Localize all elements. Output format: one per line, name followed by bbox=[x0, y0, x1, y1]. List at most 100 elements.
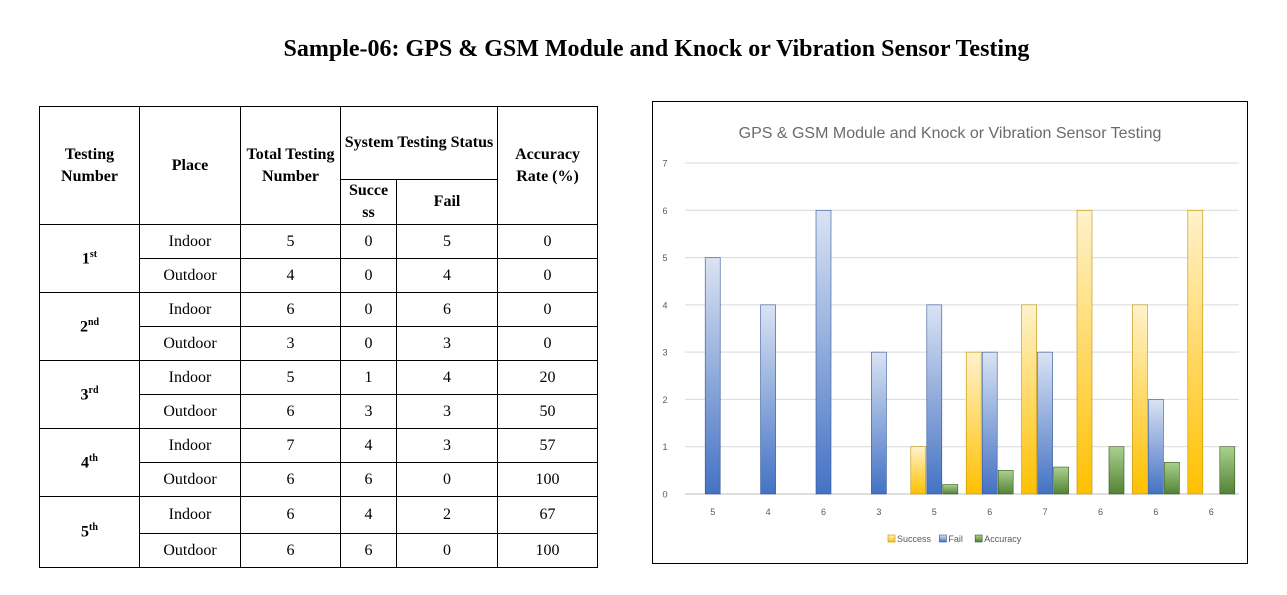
accuracy-cell: 50 bbox=[497, 394, 599, 429]
success-cell: 4 bbox=[340, 496, 397, 534]
fail-cell: 4 bbox=[395, 258, 499, 293]
total-cell: 5 bbox=[240, 224, 341, 259]
success-bar bbox=[1187, 209, 1204, 495]
header-total-testing-number: Total Testing Number bbox=[240, 106, 341, 225]
place-cell: Outdoor bbox=[139, 462, 241, 497]
y-tick-label: 1 bbox=[662, 442, 667, 452]
x-tick-label: 6 bbox=[1098, 507, 1103, 517]
testing-number-suffix: nd bbox=[87, 316, 100, 328]
table-row: 4th Indoor 7 4 3 57 bbox=[39, 428, 599, 497]
testing-number: 4 bbox=[81, 454, 90, 472]
place-cell: Outdoor bbox=[139, 533, 241, 568]
x-tick-label: 7 bbox=[1043, 507, 1048, 517]
header-success: Succe ss bbox=[340, 179, 397, 225]
success-bar bbox=[1021, 304, 1037, 495]
place-cell: Indoor bbox=[139, 496, 241, 534]
accuracy-cell: 0 bbox=[497, 224, 599, 259]
bar-chart: GPS & GSM Module and Knock or Vibration … bbox=[662, 125, 1239, 544]
page-title: Sample-06: GPS & GSM Module and Knock or… bbox=[283, 36, 1030, 62]
testing-number: 5 bbox=[81, 523, 90, 541]
header-system-testing-status: System Testing Status bbox=[339, 106, 499, 180]
testing-number-cell: 5th bbox=[39, 496, 140, 568]
legend-label-success: Success bbox=[897, 534, 932, 544]
testing-number-suffix: st bbox=[89, 248, 98, 260]
header-fail: Fail bbox=[395, 179, 499, 225]
x-tick-label: 6 bbox=[1209, 507, 1214, 517]
chart-title: GPS & GSM Module and Knock or Vibration … bbox=[739, 125, 1162, 142]
table-row: 3rd Indoor 5 1 4 20 bbox=[39, 360, 599, 429]
fail-cell: 3 bbox=[395, 326, 499, 361]
fail-bar bbox=[704, 257, 721, 495]
fail-cell: 2 bbox=[395, 496, 499, 534]
fail-cell: 0 bbox=[395, 462, 499, 497]
testing-number: 2 bbox=[79, 318, 88, 336]
chart-frame: GPS & GSM Module and Knock or Vibration … bbox=[652, 101, 1248, 564]
y-tick-label: 7 bbox=[662, 159, 667, 169]
accuracy-bar bbox=[1219, 446, 1236, 495]
success-bar bbox=[1076, 209, 1093, 495]
y-tick-label: 0 bbox=[662, 490, 667, 500]
legend-swatch-success bbox=[887, 534, 896, 543]
table-row: Outdoor 4 0 4 0 bbox=[40, 258, 599, 293]
testing-number-cell: 3rd bbox=[39, 360, 140, 429]
testing-number-cell: 2nd bbox=[39, 292, 140, 361]
table-row: Outdoor 6 6 0 100 bbox=[40, 462, 599, 497]
place-cell: Indoor bbox=[139, 360, 241, 395]
total-cell: 6 bbox=[240, 462, 341, 497]
success-cell: 0 bbox=[340, 326, 397, 361]
legend-label-accuracy: Accuracy bbox=[984, 534, 1022, 544]
total-cell: 7 bbox=[240, 428, 341, 463]
total-cell: 6 bbox=[240, 533, 341, 568]
table-row: 5th Indoor 6 4 2 67 bbox=[39, 496, 599, 568]
table-row: 1st Indoor 5 0 5 0 bbox=[39, 224, 599, 293]
place-cell: Indoor bbox=[139, 428, 241, 463]
accuracy-bar bbox=[1108, 446, 1125, 495]
table-row: Outdoor 3 0 3 0 bbox=[40, 326, 599, 361]
place-cell: Indoor bbox=[139, 292, 241, 327]
place-cell: Outdoor bbox=[139, 258, 241, 293]
success-cell: 0 bbox=[340, 224, 397, 259]
success-cell: 3 bbox=[340, 394, 397, 429]
accuracy-bar bbox=[1164, 462, 1180, 495]
results-table: Testing Number Place Total Testing Numbe… bbox=[39, 106, 599, 568]
fail-bar bbox=[871, 351, 887, 495]
testing-number-suffix: th bbox=[89, 522, 98, 534]
fail-bar bbox=[1148, 399, 1164, 495]
testing-number-cell: 4th bbox=[39, 428, 140, 497]
fail-cell: 0 bbox=[395, 533, 499, 568]
x-tick-label: 6 bbox=[821, 507, 826, 517]
x-tick-label: 5 bbox=[932, 507, 937, 517]
total-cell: 5 bbox=[240, 360, 341, 395]
testing-number-suffix: th bbox=[89, 452, 98, 464]
fail-cell: 3 bbox=[395, 428, 499, 463]
table-row: 2nd Indoor 6 0 6 0 bbox=[39, 292, 599, 361]
fail-cell: 6 bbox=[395, 292, 499, 327]
total-cell: 4 bbox=[240, 258, 341, 293]
accuracy-cell: 100 bbox=[497, 533, 599, 568]
legend-swatch-fail bbox=[939, 534, 947, 543]
header-place: Place bbox=[139, 106, 241, 225]
y-tick-label: 5 bbox=[662, 253, 667, 263]
success-cell: 1 bbox=[340, 360, 397, 395]
testing-number: 3 bbox=[80, 386, 89, 404]
legend-label-fail: Fail bbox=[948, 534, 963, 544]
x-tick-label: 6 bbox=[1153, 507, 1158, 517]
success-cell: 6 bbox=[340, 462, 397, 497]
place-cell: Outdoor bbox=[139, 394, 241, 429]
y-tick-label: 4 bbox=[662, 300, 667, 310]
fail-bar bbox=[981, 351, 998, 495]
fail-bar bbox=[1037, 351, 1053, 495]
table-row: Outdoor 6 6 0 100 bbox=[40, 533, 599, 568]
success-cell: 0 bbox=[340, 258, 397, 293]
testing-number-suffix: rd bbox=[88, 384, 99, 396]
fail-cell: 5 bbox=[395, 224, 499, 259]
success-cell: 0 bbox=[340, 292, 397, 327]
success-bar bbox=[1132, 304, 1148, 495]
success-cell: 4 bbox=[340, 428, 397, 463]
y-tick-label: 2 bbox=[662, 395, 667, 405]
total-cell: 6 bbox=[240, 394, 341, 429]
accuracy-bar bbox=[1053, 466, 1069, 495]
accuracy-cell: 0 bbox=[497, 326, 599, 361]
place-cell: Outdoor bbox=[139, 326, 241, 361]
fail-bar bbox=[760, 304, 776, 495]
